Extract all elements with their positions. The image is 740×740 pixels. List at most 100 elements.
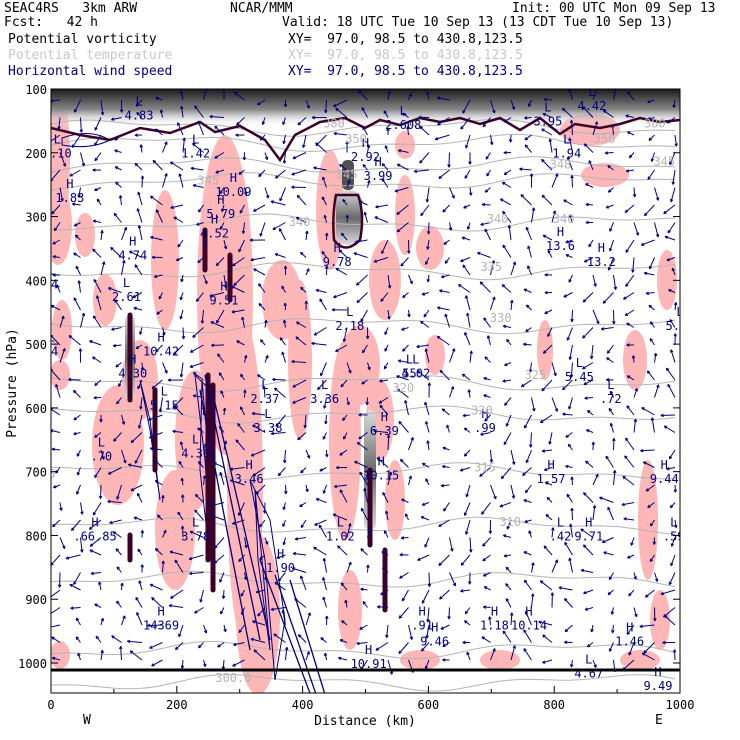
wind-vector-head <box>249 238 253 242</box>
wind-vector-head <box>550 592 555 596</box>
wind-vector-head <box>402 112 406 117</box>
wind-vector <box>92 315 102 328</box>
wind-vector-head <box>300 524 304 529</box>
wind-vector <box>650 519 655 527</box>
wind-vector-head <box>452 582 456 587</box>
wind-vector <box>480 222 491 226</box>
wind-vector-head <box>541 449 546 453</box>
wind-vector <box>181 274 184 283</box>
wind-vector-head <box>541 387 545 392</box>
wind-vector-head <box>626 405 630 409</box>
wind-vector-head <box>606 350 611 354</box>
extremum-letter: H <box>374 155 381 169</box>
wind-vector-head <box>460 258 464 263</box>
wind-vector-head <box>235 133 239 137</box>
wind-vector-head <box>250 257 254 262</box>
wind-vector <box>503 534 512 538</box>
wind-vector-head <box>57 126 61 130</box>
wind-vector <box>320 637 327 643</box>
wind-vector-head <box>468 581 472 585</box>
wind-vector-head <box>488 616 492 620</box>
wind-vector <box>93 220 102 223</box>
wind-vector <box>605 204 614 209</box>
wind-contour <box>139 379 161 501</box>
wind-vector-head <box>625 169 630 173</box>
wind-vector-head <box>387 90 391 94</box>
wind-vector <box>408 475 412 486</box>
wind-vector <box>135 99 143 107</box>
wind-vector <box>52 519 61 528</box>
wind-vector-head <box>240 406 244 410</box>
extremum-letter: L <box>47 263 54 277</box>
wind-vector-head <box>315 498 320 502</box>
wind-vector-head <box>583 143 588 147</box>
wind-vector-head <box>215 262 220 267</box>
wind-vector-head <box>196 222 200 226</box>
wind-vector-head <box>163 529 167 534</box>
wind-vector-head <box>459 468 464 472</box>
wind-vector-head <box>258 173 262 178</box>
wind-vector <box>69 169 81 177</box>
wind-vector-head <box>258 303 262 307</box>
wind-vector <box>524 117 532 119</box>
wind-vector <box>236 117 245 126</box>
wind-vector <box>141 362 144 371</box>
wind-vector-head <box>68 377 72 382</box>
wind-vector-head <box>607 591 612 596</box>
wind-vector-head <box>174 559 178 564</box>
wind-vector <box>387 274 391 289</box>
wind-vector-head <box>150 235 154 240</box>
wind-vector-head <box>374 216 378 220</box>
wind-vector-head <box>232 521 236 525</box>
wind-vector-head <box>292 551 297 556</box>
wind-vector-head <box>323 214 327 219</box>
wind-vector <box>59 187 64 202</box>
wind-vector <box>670 349 676 363</box>
wind-vector <box>648 304 655 311</box>
pv-blob <box>51 360 70 390</box>
wind-vector-head <box>543 467 548 471</box>
wind-vector <box>469 187 472 196</box>
wind-vector-head <box>649 338 653 342</box>
wind-vector-head <box>194 105 198 109</box>
extremum-letter: H <box>157 330 164 344</box>
wind-vector <box>214 537 225 549</box>
pv-blob <box>151 190 179 330</box>
wind-vector-head <box>584 607 589 611</box>
wind-vector-head <box>400 536 405 540</box>
wind-vector-head <box>565 240 569 244</box>
extremum-value: 55 <box>402 367 416 381</box>
wind-vector <box>670 187 676 203</box>
wind-vector-head <box>203 630 208 634</box>
wind-vector-head <box>524 136 528 141</box>
wind-vector-head <box>170 205 174 209</box>
theta-label: 345 <box>197 174 219 188</box>
theta-label: 345 <box>653 155 675 169</box>
wind-vector-head <box>339 489 343 493</box>
wind-vector <box>632 257 635 273</box>
wind-vector <box>613 89 617 101</box>
wind-vector <box>278 228 286 241</box>
wind-vector-head <box>261 121 266 125</box>
wind-vector-head <box>62 163 67 167</box>
wind-vector-head <box>93 396 97 400</box>
extremum-value: .70 <box>90 450 112 464</box>
wind-vector <box>59 502 62 511</box>
wind-vector <box>380 589 389 596</box>
wind-vector <box>215 169 225 174</box>
wind-vector-head <box>436 335 441 340</box>
wind-vector-head <box>450 386 455 390</box>
wind-vector-head <box>442 465 446 469</box>
wind-vector-head <box>118 383 122 387</box>
wind-vector <box>177 239 184 248</box>
wind-vector <box>172 430 184 433</box>
wind-vector <box>209 116 225 118</box>
wind-vector-head <box>253 208 257 212</box>
extremum-letter: H <box>129 235 136 249</box>
wind-vector-head <box>92 168 96 172</box>
wind-vector <box>531 397 535 412</box>
wind-vector-head <box>398 615 403 619</box>
extremum-value: 10.91 <box>351 657 387 671</box>
wind-vector <box>401 327 409 331</box>
wind-vector <box>396 204 409 215</box>
